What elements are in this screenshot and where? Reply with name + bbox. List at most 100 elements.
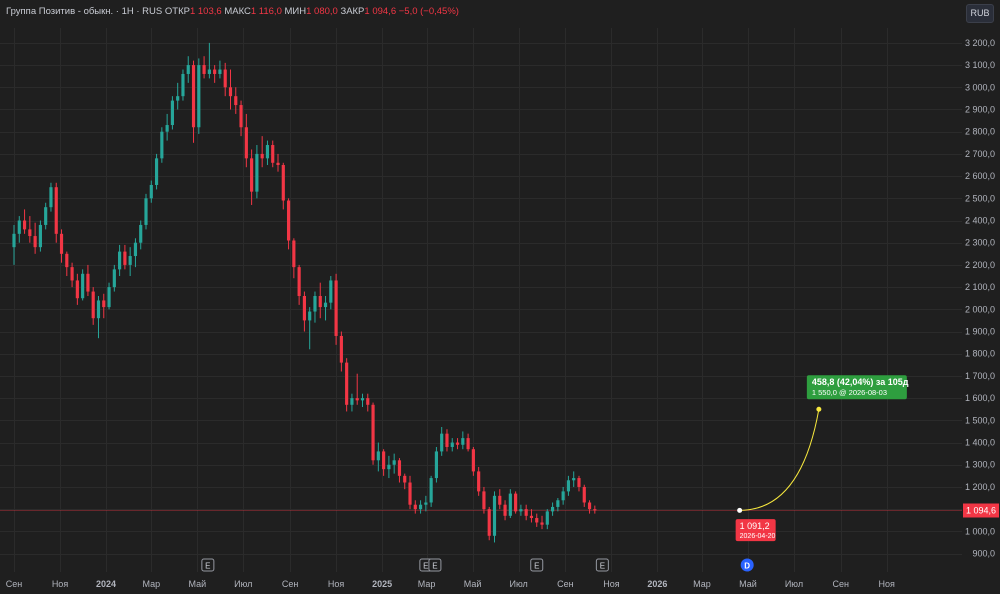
candle-body[interactable] <box>154 158 159 185</box>
candle-body[interactable] <box>234 96 238 106</box>
candle-body[interactable] <box>313 296 317 312</box>
candle-body[interactable] <box>540 522 544 525</box>
candle-body[interactable] <box>519 509 523 512</box>
candle-body[interactable] <box>498 495 502 505</box>
candle-body[interactable] <box>33 236 37 248</box>
candle-body[interactable] <box>228 87 233 97</box>
candle-body[interactable] <box>207 69 211 74</box>
candle-body[interactable] <box>86 273 90 292</box>
candle-body[interactable] <box>292 240 296 268</box>
candle-body[interactable] <box>514 493 518 512</box>
candle-body[interactable] <box>508 493 512 516</box>
candle-body[interactable] <box>202 65 206 74</box>
projection-end-point[interactable] <box>816 406 822 412</box>
candle-body[interactable] <box>54 187 58 234</box>
candle-body[interactable] <box>59 233 64 254</box>
candle-body[interactable] <box>197 65 201 128</box>
candle-body[interactable] <box>186 65 190 74</box>
candle-body[interactable] <box>118 251 122 270</box>
candle-body[interactable] <box>345 362 349 405</box>
candle-body[interactable] <box>355 398 359 401</box>
candle-body[interactable] <box>350 398 354 405</box>
candle-body[interactable] <box>12 233 16 248</box>
candle-body[interactable] <box>561 491 565 501</box>
candle-body[interactable] <box>265 145 270 159</box>
candle-body[interactable] <box>413 504 417 510</box>
candle-body[interactable] <box>286 200 291 241</box>
candle-body[interactable] <box>297 267 301 296</box>
currency-button[interactable]: RUB <box>966 4 994 23</box>
candle-body[interactable] <box>550 506 555 512</box>
candle-body[interactable] <box>213 69 217 74</box>
candle-body[interactable] <box>96 300 101 319</box>
candle-body[interactable] <box>49 187 53 208</box>
earnings-marker[interactable] <box>428 558 442 572</box>
candle-body[interactable] <box>334 280 338 336</box>
candle-body[interactable] <box>445 433 449 447</box>
candle-body[interactable] <box>218 69 222 74</box>
candle-body[interactable] <box>165 125 169 132</box>
candle-body[interactable] <box>139 224 143 243</box>
candle-body[interactable] <box>81 273 85 299</box>
candle-body[interactable] <box>22 220 27 230</box>
candle-body[interactable] <box>144 198 148 225</box>
price-axis[interactable]: 3 200,0 3 100,0 3 000,0 2 900,0 2 800,0 2 700… <box>965 38 995 559</box>
candle-body[interactable] <box>28 229 32 237</box>
candle-body[interactable] <box>160 131 164 159</box>
candle-body[interactable] <box>339 335 343 363</box>
projection-target-box[interactable] <box>806 375 907 400</box>
candle-body[interactable] <box>424 502 428 505</box>
candle-body[interactable] <box>524 509 528 516</box>
candle-body[interactable] <box>44 207 48 225</box>
candle-body[interactable] <box>250 158 254 192</box>
candle-body[interactable] <box>529 515 534 519</box>
candle-body[interactable] <box>244 127 248 159</box>
candle-body[interactable] <box>366 398 370 405</box>
candle-body[interactable] <box>477 471 481 492</box>
earnings-marker[interactable] <box>595 558 609 572</box>
candle-body[interactable] <box>302 296 306 321</box>
candle-body[interactable] <box>281 165 285 201</box>
candle-body[interactable] <box>450 442 454 447</box>
candle-body[interactable] <box>371 404 375 461</box>
candle-body[interactable] <box>70 267 74 281</box>
candle-body[interactable] <box>387 464 391 470</box>
candle-body[interactable] <box>255 153 259 192</box>
candle-body[interactable] <box>360 398 365 401</box>
candle-body[interactable] <box>577 478 581 487</box>
candle-body[interactable] <box>471 449 475 472</box>
candle-body[interactable] <box>556 500 560 507</box>
candle-body[interactable] <box>308 311 312 321</box>
candle-body[interactable] <box>191 65 196 128</box>
candle-body[interactable] <box>492 495 497 536</box>
candle-body[interactable] <box>239 105 243 128</box>
candle-body[interactable] <box>107 287 111 308</box>
candle-body[interactable] <box>587 502 592 510</box>
candle-body[interactable] <box>260 153 264 159</box>
candle-body[interactable] <box>503 504 507 516</box>
candle-body[interactable] <box>323 302 328 308</box>
candle-body[interactable] <box>582 486 586 503</box>
candle-body[interactable] <box>403 475 407 483</box>
candle-body[interactable] <box>75 280 79 299</box>
candle-body[interactable] <box>572 478 576 481</box>
candle-body[interactable] <box>170 100 174 126</box>
candle-body[interactable] <box>392 460 396 465</box>
candle-body[interactable] <box>223 69 227 88</box>
candle-body[interactable] <box>181 73 185 97</box>
candle-body[interactable] <box>535 518 539 523</box>
candle-body[interactable] <box>149 184 153 199</box>
candle-body[interactable] <box>123 251 127 265</box>
candle-body[interactable] <box>466 438 470 450</box>
candle-body[interactable] <box>102 300 106 308</box>
candle-body[interactable] <box>65 253 69 268</box>
candle-body[interactable] <box>545 511 549 525</box>
time-axis[interactable]: Сен Ноя 2024 Мар Май Июл Сен Ноя 2025 Мар Май Июл Се… <box>6 579 895 589</box>
candle-body[interactable] <box>17 220 21 234</box>
candle-body[interactable] <box>318 296 322 308</box>
candle-body[interactable] <box>276 162 280 165</box>
candle-body[interactable] <box>461 438 465 445</box>
